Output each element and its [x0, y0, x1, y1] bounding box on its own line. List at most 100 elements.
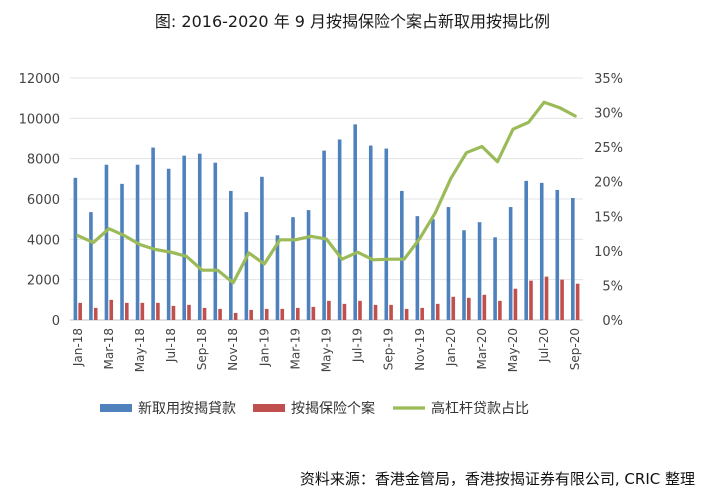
legend: 新取用按揭貸款 按揭保险个案 高杠杆贷款占比 — [100, 400, 529, 417]
bar-insurance-cases — [513, 288, 518, 320]
legend-swatch-new-mortgage — [100, 404, 132, 412]
bar-insurance-cases — [140, 302, 145, 320]
bar-new-mortgage — [260, 176, 264, 320]
bar-insurance-cases — [311, 306, 316, 320]
bar-new-mortgage — [508, 207, 513, 320]
bar-new-mortgage — [89, 212, 93, 320]
x-tick-label: Jan-19 — [257, 328, 271, 367]
bar-new-mortgage — [571, 197, 575, 320]
bar-new-mortgage — [462, 230, 466, 320]
x-tick-label: May-20 — [506, 328, 520, 372]
bar-insurance-cases — [187, 304, 191, 320]
x-tick-label: Jan-20 — [444, 328, 458, 367]
bar-new-mortgage — [104, 164, 109, 320]
bar-insurance-cases — [467, 297, 471, 320]
y-left-tick-label: 4000 — [27, 233, 60, 248]
x-tick-label: Jul-18 — [164, 328, 178, 363]
bar-insurance-cases — [249, 309, 253, 320]
bar-insurance-cases — [171, 305, 176, 320]
bar-insurance-cases — [78, 302, 82, 320]
bar-new-mortgage — [337, 139, 342, 320]
bar-insurance-cases — [233, 312, 238, 320]
gridlines — [70, 77, 583, 321]
y-left-tick-label: 12000 — [19, 72, 60, 87]
bar-new-mortgage — [431, 219, 435, 320]
bar-insurance-cases — [125, 302, 129, 320]
bars — [73, 124, 580, 320]
bar-new-mortgage — [400, 190, 404, 320]
ratio-line — [76, 100, 577, 285]
y-right-tick-label: 20% — [594, 176, 623, 191]
bar-insurance-cases — [218, 308, 222, 320]
y-left-tick-label: 0 — [52, 314, 60, 329]
bar-insurance-cases — [358, 300, 362, 320]
y-right-tick-label: 25% — [594, 141, 623, 156]
y-left-tick-label: 2000 — [27, 274, 60, 289]
y-right-tick-label: 0% — [602, 314, 623, 329]
bar-insurance-cases — [373, 304, 378, 320]
x-tick-label: Sep-18 — [195, 328, 209, 370]
bar-new-mortgage — [244, 212, 249, 320]
bar-new-mortgage — [353, 124, 357, 320]
bar-new-mortgage — [120, 183, 124, 320]
bar-insurance-cases — [498, 300, 502, 320]
x-axis: Jan-18 Mar-18 May-18 Jul-18 Sep-18 Nov-18 Jan-… — [71, 328, 582, 372]
bar-new-mortgage — [229, 190, 233, 320]
x-tick-label: Mar-18 — [102, 328, 116, 369]
y-left-axis: 0 2000 4000 6000 8000 10000 12000 — [19, 72, 60, 329]
chart-title: 图: 2016-2020 年 9 月按揭保险个案占新取用按揭比例 — [154, 12, 551, 31]
bar-new-mortgage — [539, 182, 544, 320]
bar-insurance-cases — [264, 308, 269, 320]
bar-insurance-cases — [93, 307, 98, 320]
bar-new-mortgage — [322, 150, 326, 320]
bar-new-mortgage — [384, 148, 389, 320]
y-right-tick-label: 5% — [602, 279, 623, 294]
x-tick-label: Sep-20 — [568, 328, 582, 370]
x-tick-label: Mar-19 — [288, 328, 302, 369]
bar-insurance-cases — [109, 299, 114, 320]
bar-new-mortgage — [73, 177, 78, 320]
x-tick-label: Nov-18 — [226, 328, 240, 371]
bar-insurance-cases — [420, 307, 424, 320]
source-note: 资料来源：香港金管局，香港按揭证券有限公司, CRIC 整理 — [299, 470, 695, 488]
x-tick-label: Mar-20 — [475, 328, 489, 369]
bar-insurance-cases — [575, 283, 580, 320]
legend-label-high-ltv-ratio: 高杠杆贷款占比 — [431, 400, 529, 417]
x-tick-label: Jul-19 — [351, 328, 365, 363]
bar-insurance-cases — [529, 280, 533, 320]
bar-new-mortgage — [213, 162, 218, 320]
x-tick-label: May-19 — [320, 328, 334, 372]
bar-insurance-cases — [435, 303, 440, 320]
bar-new-mortgage — [446, 207, 451, 320]
bar-new-mortgage — [306, 210, 311, 320]
bar-insurance-cases — [342, 303, 347, 320]
bar-insurance-cases — [156, 302, 160, 320]
y-right-tick-label: 15% — [594, 210, 623, 225]
bar-insurance-cases — [560, 279, 564, 320]
bar-new-mortgage — [182, 155, 186, 320]
bar-new-mortgage — [291, 217, 295, 320]
bar-insurance-cases — [389, 304, 393, 320]
x-tick-label: Jul-20 — [537, 328, 551, 363]
legend-swatch-insurance-cases — [253, 404, 285, 412]
bar-insurance-cases — [482, 294, 487, 320]
bar-insurance-cases — [544, 276, 549, 320]
legend-label-new-mortgage: 新取用按揭貸款 — [138, 401, 236, 417]
y-right-tick-label: 10% — [594, 245, 623, 260]
y-left-tick-label: 6000 — [27, 193, 60, 208]
bar-insurance-cases — [404, 308, 409, 320]
bar-insurance-cases — [327, 300, 331, 320]
legend-label-insurance-cases: 按揭保险个案 — [291, 400, 375, 417]
bar-new-mortgage — [477, 222, 482, 320]
y-right-axis: 0% 5% 10% 15% 20% 25% 30% 35% — [594, 72, 623, 329]
bar-new-mortgage — [368, 145, 373, 320]
x-tick-label: Sep-19 — [382, 328, 396, 370]
y-right-tick-label: 35% — [594, 72, 623, 87]
bar-new-mortgage — [151, 147, 155, 320]
y-left-tick-label: 8000 — [27, 153, 60, 168]
bar-insurance-cases — [451, 296, 456, 320]
x-tick-label: May-18 — [133, 328, 147, 372]
bar-new-mortgage — [166, 168, 171, 320]
bar-insurance-cases — [202, 307, 207, 320]
